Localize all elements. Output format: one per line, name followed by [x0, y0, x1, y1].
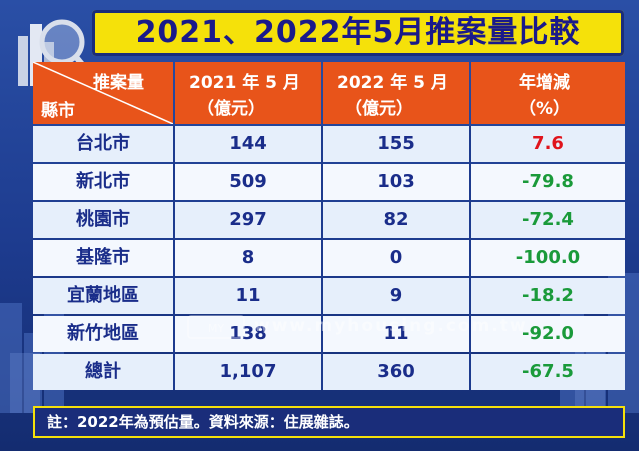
row-name: 台北市	[76, 133, 130, 154]
row-value-2022: 82	[383, 209, 409, 230]
row-change-pct: -18.2	[522, 285, 574, 306]
row-value-2021: 297	[229, 209, 267, 230]
row-change-pct: 7.6	[532, 133, 564, 154]
row-name: 新竹地區	[67, 323, 139, 344]
row-name: 新北市	[76, 171, 130, 192]
header-col-pct-line1: 年增減	[519, 73, 570, 93]
header-corner: 推案量 縣市	[33, 62, 173, 124]
header-corner-diagonal	[33, 62, 173, 124]
row-change-pct: -92.0	[522, 323, 574, 344]
footnote-box: 註：2022年為預估量。資料來源：住展雜誌。	[33, 406, 625, 438]
header-col-2021: 2021 年 5 月 （億元）	[175, 62, 321, 124]
header-corner-top: 推案量	[93, 73, 144, 93]
row-change-pct: -72.4	[522, 209, 574, 230]
chart-title: 2021、2022年5月推案量比較	[135, 15, 581, 50]
table-row: 桃園市 297 82 -72.4	[33, 202, 625, 238]
row-value-2022: 0	[389, 247, 403, 268]
row-name: 宜蘭地區	[67, 285, 139, 306]
row-change-pct: -79.8	[522, 171, 574, 192]
row-value-2021: 138	[229, 323, 267, 344]
row-value-2021: 8	[241, 247, 255, 268]
header-corner-bottom: 縣市	[41, 101, 75, 121]
watermark: MY www.myhousing.com.tw	[186, 312, 526, 342]
row-value-2021: 509	[229, 171, 267, 192]
column-divider	[321, 126, 323, 390]
footnote-text: 註：2022年為預估量。資料來源：住展雜誌。	[47, 413, 359, 431]
watermark-logo: MY	[187, 315, 245, 339]
row-value-2022: 360	[377, 361, 415, 382]
header-col-pct-line2: （%）	[519, 99, 571, 119]
row-name: 總計	[85, 361, 121, 382]
title-background	[92, 10, 624, 56]
svg-text:MY: MY	[208, 322, 224, 335]
table-row: 基隆市 8 0 -100.0	[33, 240, 625, 276]
header-col-2021-line2: （億元）	[197, 99, 265, 119]
header-col-pct: 年增減 （%）	[471, 62, 625, 124]
row-name: 基隆市	[76, 247, 130, 268]
table-row: 新北市 509 103 -79.8	[33, 164, 625, 200]
header-col-2022-line2: （億元）	[345, 99, 413, 119]
column-divider	[469, 126, 471, 390]
header-col-2022-line1: 2022 年 5 月	[337, 73, 448, 93]
row-value-2022: 155	[377, 133, 415, 154]
row-value-2022: 9	[389, 285, 403, 306]
column-divider	[173, 126, 175, 390]
table-row: 宜蘭地區 11 9 -18.2	[33, 278, 625, 314]
table-row: 新竹地區 138 11 -92.0	[33, 316, 625, 352]
row-name: 桃園市	[76, 209, 130, 230]
header-col-2021-line1: 2021 年 5 月	[189, 73, 300, 93]
header-col-2022: 2022 年 5 月 （億元）	[323, 62, 469, 124]
row-change-pct: -100.0	[515, 247, 581, 268]
row-value-2021: 11	[235, 285, 261, 306]
row-value-2022: 103	[377, 171, 415, 192]
row-value-2021: 144	[229, 133, 267, 154]
table-row: 總計 1,107 360 -67.5	[33, 354, 625, 390]
row-value-2021: 1,107	[219, 361, 277, 382]
row-change-pct: -67.5	[522, 361, 574, 382]
row-value-2022: 11	[383, 323, 409, 344]
watermark-url: www.myhousing.com.tw	[254, 316, 528, 336]
table-row: 台北市 144 155 7.6	[33, 126, 625, 162]
